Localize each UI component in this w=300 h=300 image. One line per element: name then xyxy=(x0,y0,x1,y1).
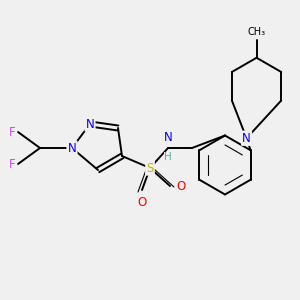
Text: O: O xyxy=(137,196,147,209)
Text: F: F xyxy=(9,158,16,170)
Text: N: N xyxy=(242,132,251,145)
Text: N: N xyxy=(85,118,94,130)
Text: CH₃: CH₃ xyxy=(248,27,266,37)
Text: F: F xyxy=(9,125,16,139)
Text: S: S xyxy=(146,161,154,175)
Text: O: O xyxy=(176,179,185,193)
Text: H: H xyxy=(164,152,172,162)
Text: N: N xyxy=(164,131,172,144)
Text: N: N xyxy=(68,142,76,154)
